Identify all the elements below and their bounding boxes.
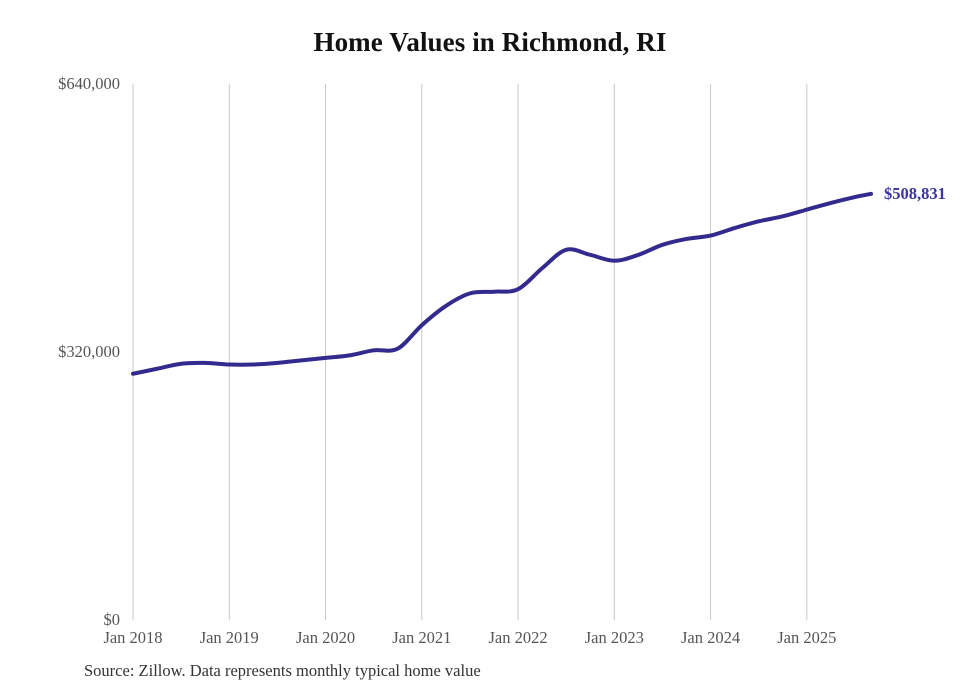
data-line-group <box>131 191 873 376</box>
x-axis-tick-label: Jan 2019 <box>199 628 259 647</box>
y-axis-tick-label: $0 <box>103 610 121 629</box>
x-axis-tick-label: Jan 2023 <box>584 628 644 647</box>
data-line-0 <box>131 191 873 376</box>
x-axis-tick-label: Jan 2018 <box>103 628 163 647</box>
x-axis-tick-label: Jan 2024 <box>681 628 741 647</box>
x-axis-tick-label: Jan 2020 <box>295 628 356 647</box>
x-axis-tick-label: Jan 2021 <box>392 628 452 647</box>
source-note: Source: Zillow. Data represents monthly … <box>84 661 481 680</box>
y-axis-tick-label: $320,000 <box>58 342 120 361</box>
y-axis-tick-label: $640,000 <box>58 74 120 93</box>
chart-title: Home Values in Richmond, RI <box>313 27 667 57</box>
x-axis-tick-label: Jan 2022 <box>488 628 548 647</box>
end-value-annotation: $508,831 <box>884 183 946 203</box>
gridlines <box>132 84 808 620</box>
x-axis-tick-label: Jan 2025 <box>777 628 837 647</box>
